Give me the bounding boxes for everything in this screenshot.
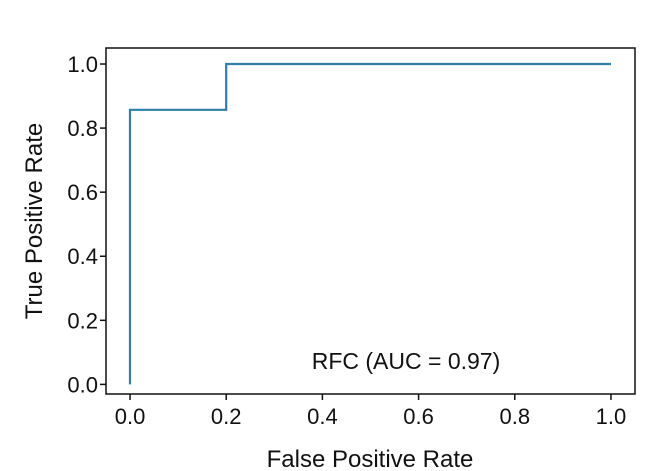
x-axis-ticks: 0.0 0.2 0.4 0.6 0.8 1.0 — [115, 394, 627, 429]
y-tick-label: 0.4 — [67, 244, 98, 269]
y-tick-label: 0.2 — [67, 308, 98, 333]
x-tick-label: 0.0 — [115, 404, 146, 429]
y-tick-label: 0.6 — [67, 180, 98, 205]
x-tick-label: 0.6 — [403, 404, 434, 429]
y-axis-ticks: 0.0 0.2 0.4 0.6 0.8 1.0 — [67, 52, 106, 397]
x-tick-label: 0.4 — [307, 404, 338, 429]
series-layer — [128, 62, 611, 385]
x-tick-label: 0.8 — [499, 404, 530, 429]
plot-frame — [105, 47, 636, 395]
y-axis-label: True Positive Rate — [21, 123, 48, 320]
y-tick-label: 1.0 — [67, 52, 98, 77]
roc-curve-line — [128, 62, 611, 385]
y-tick-label: 0.8 — [67, 116, 98, 141]
x-tick-label: 0.2 — [211, 404, 242, 429]
legend-label: RFC (AUC = 0.97) — [312, 348, 501, 374]
x-axis-label: False Positive Rate — [267, 446, 474, 471]
y-tick-label: 0.0 — [67, 372, 98, 397]
x-tick-label: 1.0 — [596, 404, 627, 429]
